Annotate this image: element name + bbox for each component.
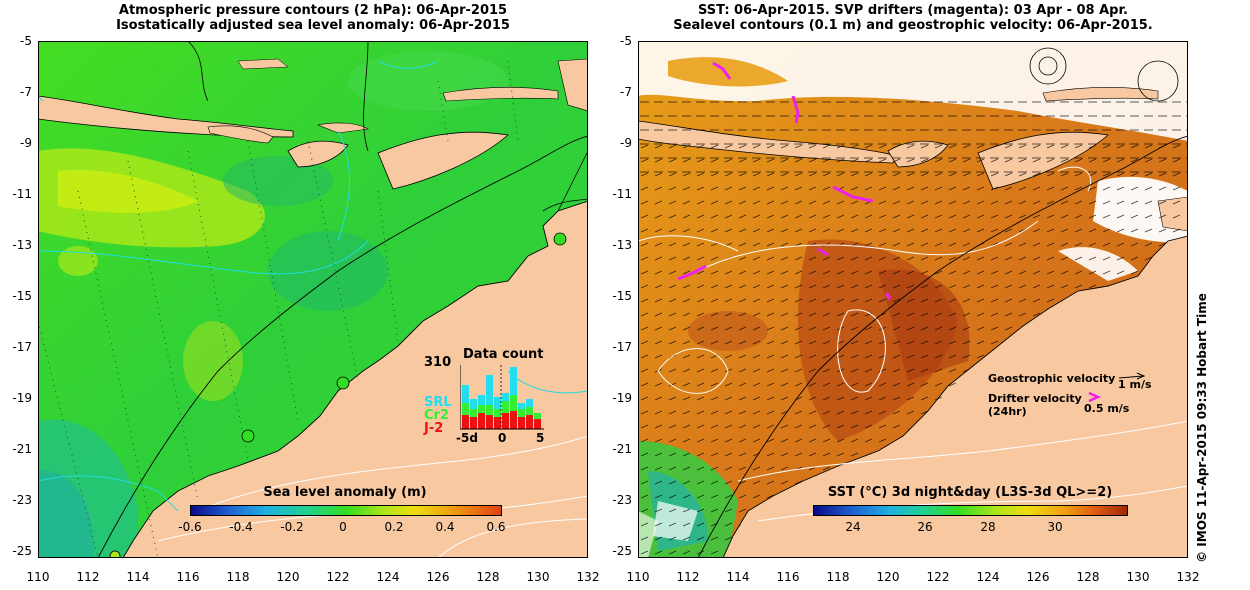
- y-tick-label: -7: [620, 85, 632, 99]
- y-tick-label: -19: [12, 391, 32, 405]
- histogram-bar: [502, 393, 509, 429]
- colorbar-tick: -0.2: [280, 520, 304, 534]
- inset-x-tick: 0: [498, 431, 507, 445]
- satellite-label-cr2: Cr2: [424, 408, 449, 423]
- sst-colorbar: [813, 505, 1128, 516]
- left-title-line2: Isostatically adjusted sea level anomaly…: [116, 18, 510, 33]
- y-tick-label: -13: [12, 238, 32, 252]
- x-tick-label: 116: [176, 570, 200, 584]
- y-tick-label: -17: [12, 340, 32, 354]
- colorbar-tick: 0.4: [435, 520, 455, 534]
- y-tick-label: -15: [12, 289, 32, 303]
- drifter-velocity-arrow: [1088, 391, 1102, 403]
- y-tick-label: -23: [612, 493, 632, 507]
- y-tick-label: -11: [612, 187, 632, 201]
- x-tick-label: 130: [1126, 570, 1150, 584]
- inset-x-tick: -5d: [456, 431, 478, 445]
- histogram-bar: [510, 367, 517, 429]
- inset-x-tick: 5: [536, 431, 545, 445]
- geostrophic-velocity-label: Geostrophic velocity: [988, 372, 1116, 385]
- y-tick-label: -7: [20, 85, 32, 99]
- geostrophic-velocity-scale: 1 m/s: [1118, 378, 1152, 391]
- y-tick-label: -9: [20, 136, 32, 150]
- sst-colorbar-title: SST (°C) 3d night&day (L3S-3d QL>=2): [827, 485, 1113, 500]
- sea-level-anomaly-map: [38, 41, 588, 558]
- satellite-label-j2: J-2: [424, 421, 444, 436]
- colorbar-tick: -0.4: [229, 520, 253, 534]
- colorbar-tick: 30: [1047, 520, 1063, 534]
- sla-colorbar: [190, 505, 502, 516]
- y-tick-label: -21: [612, 442, 632, 456]
- x-tick-label: 132: [576, 570, 600, 584]
- x-tick-label: 130: [526, 570, 550, 584]
- y-tick-label: -5: [20, 34, 32, 48]
- histogram-bar: [478, 395, 485, 429]
- y-tick-label: -25: [612, 544, 632, 558]
- x-tick-label: 118: [226, 570, 250, 584]
- y-tick-label: -19: [612, 391, 632, 405]
- x-tick-label: 124: [976, 570, 1000, 584]
- inset-title: Data count: [463, 347, 544, 362]
- sla-colorbar-title: Sea level anomaly (m): [263, 485, 427, 500]
- y-tick-label: -5: [620, 34, 632, 48]
- right-title-line1: SST: 06-Apr-2015. SVP drifters (magenta)…: [698, 3, 1128, 18]
- x-tick-label: 112: [76, 570, 100, 584]
- colorbar-tick: -0.6: [178, 520, 202, 534]
- y-tick-label: -17: [612, 340, 632, 354]
- histogram-bar: [462, 385, 469, 429]
- x-tick-label: 128: [1076, 570, 1100, 584]
- x-tick-label: 114: [726, 570, 750, 584]
- x-tick-label: 132: [1176, 570, 1200, 584]
- x-tick-label: 122: [326, 570, 350, 584]
- x-tick-label: 114: [126, 570, 150, 584]
- y-tick-label: -11: [12, 187, 32, 201]
- drifter-velocity-sublabel: (24hr): [988, 405, 1027, 418]
- colorbar-tick: 28: [980, 520, 996, 534]
- colorbar-tick: 26: [917, 520, 933, 534]
- colorbar-tick: 0.2: [384, 520, 404, 534]
- inset-max-label: 310: [424, 355, 452, 370]
- x-tick-label: 124: [376, 570, 400, 584]
- x-tick-label: 118: [826, 570, 850, 584]
- right-title-line2: Sealevel contours (0.1 m) and geostrophi…: [673, 18, 1153, 33]
- histogram-bar: [486, 375, 493, 429]
- x-tick-label: 116: [776, 570, 800, 584]
- credit-text-container: © IMOS 11-Apr-2015 09:33 Hobart Time: [1192, 290, 1212, 565]
- y-tick-label: -15: [612, 289, 632, 303]
- drifter-velocity-label: Drifter velocity: [988, 392, 1082, 405]
- y-tick-label: -25: [12, 544, 32, 558]
- y-tick-label: -23: [12, 493, 32, 507]
- histogram-bar: [470, 399, 477, 429]
- histogram-bar: [526, 399, 533, 429]
- histogram-bar: [534, 413, 541, 429]
- data-count-inset: 310 Data count SRL Cr2 J-2: [420, 345, 550, 450]
- y-tick-label: -9: [620, 136, 632, 150]
- y-tick-label: -13: [612, 238, 632, 252]
- x-tick-label: 110: [26, 570, 50, 584]
- left-title-line1: Atmospheric pressure contours (2 hPa): 0…: [118, 3, 508, 18]
- x-tick-label: 128: [476, 570, 500, 584]
- colorbar-tick: 24: [845, 520, 861, 534]
- credit-text: © IMOS 11-Apr-2015 09:33 Hobart Time: [1195, 292, 1209, 563]
- colorbar-tick: 0.6: [486, 520, 506, 534]
- x-tick-label: 122: [926, 570, 950, 584]
- geostrophic-velocity-arrow: [1118, 372, 1146, 380]
- sst-map: [638, 41, 1188, 558]
- x-tick-label: 110: [626, 570, 650, 584]
- x-tick-label: 120: [876, 570, 900, 584]
- x-tick-label: 126: [1026, 570, 1050, 584]
- colorbar-tick: 0: [339, 520, 347, 534]
- drifter-velocity-scale: 0.5 m/s: [1084, 402, 1130, 415]
- x-tick-label: 112: [676, 570, 700, 584]
- satellite-label-srl: SRL: [424, 395, 452, 410]
- data-count-histogram: [460, 365, 544, 430]
- histogram-bar: [518, 403, 525, 429]
- y-tick-label: -21: [12, 442, 32, 456]
- histogram-bar: [494, 397, 501, 429]
- x-tick-label: 126: [426, 570, 450, 584]
- x-tick-label: 120: [276, 570, 300, 584]
